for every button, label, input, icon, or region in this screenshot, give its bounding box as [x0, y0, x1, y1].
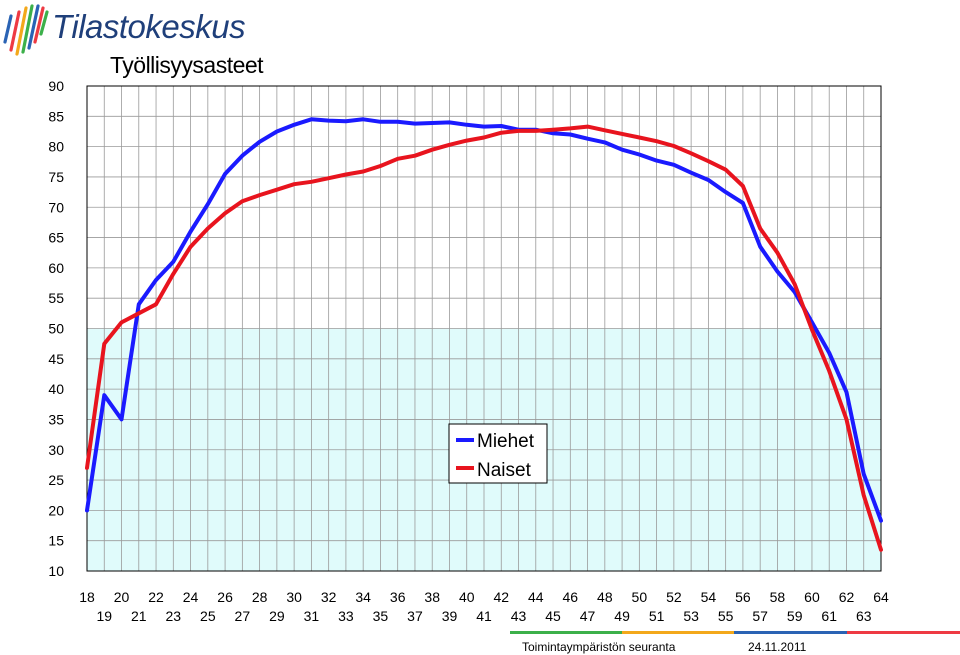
x-tick-label: 36 [390, 589, 406, 605]
y-tick-label: 35 [48, 411, 64, 427]
series-line-miehet [85, 117, 883, 523]
x-tick-label: 41 [476, 608, 492, 624]
x-tick-label: 50 [632, 589, 648, 605]
y-tick-label: 90 [48, 78, 64, 94]
y-tick-label: 25 [48, 472, 64, 488]
x-tick-label: 20 [114, 589, 130, 605]
y-tick-label: 70 [48, 199, 64, 215]
x-tick-label: 32 [321, 589, 337, 605]
y-tick-label: 15 [48, 533, 64, 549]
y-tick-label: 55 [48, 290, 64, 306]
x-tick-label: 64 [873, 589, 889, 605]
x-tick-label: 37 [407, 608, 423, 624]
x-tick-label: 43 [511, 608, 527, 624]
legend-label-miehet: Miehet [477, 431, 535, 452]
x-tick-label: 54 [701, 589, 717, 605]
x-tick-label: 55 [718, 608, 734, 624]
x-tick-label: 58 [770, 589, 786, 605]
x-tick-label: 33 [338, 608, 354, 624]
x-tick-label: 29 [269, 608, 285, 624]
series-line-naiset [85, 124, 883, 552]
x-tick-label: 35 [373, 608, 389, 624]
x-tick-label: 62 [839, 589, 855, 605]
x-tick-label: 44 [528, 589, 544, 605]
x-tick-label: 28 [252, 589, 268, 605]
legend-label-naiset: Naiset [477, 460, 532, 481]
y-tick-label: 20 [48, 502, 64, 518]
x-tick-label: 57 [752, 608, 768, 624]
x-tick-label: 42 [493, 589, 509, 605]
plot-frame [86, 85, 882, 572]
x-tick-label: 56 [735, 589, 751, 605]
footer-date: 24.11.2011 [748, 640, 807, 654]
x-tick-label: 52 [666, 589, 682, 605]
brand-name: Tilastokeskus [52, 8, 246, 45]
x-tick-label: 51 [649, 608, 665, 624]
y-tick-label: 85 [48, 108, 64, 124]
y-tick-label: 45 [48, 351, 64, 367]
x-tick-label: 60 [804, 589, 820, 605]
grid-lines [86, 85, 882, 572]
y-tick-label: 50 [48, 321, 64, 337]
x-tick-label: 18 [79, 589, 95, 605]
x-tick-label: 34 [355, 589, 371, 605]
y-tick-label: 65 [48, 230, 64, 246]
x-tick-label: 46 [563, 589, 579, 605]
x-tick-label: 26 [217, 589, 233, 605]
x-tick-label: 27 [235, 608, 251, 624]
x-tick-label: 63 [856, 608, 872, 624]
y-tick-label: 10 [48, 563, 64, 579]
x-tick-label: 47 [580, 608, 596, 624]
x-tick-label: 48 [597, 589, 613, 605]
y-tick-label: 60 [48, 260, 64, 276]
y-tick-label: 30 [48, 442, 64, 458]
x-tick-label: 45 [545, 608, 561, 624]
x-tick-label: 39 [442, 608, 458, 624]
legend: Miehet Naiset [448, 423, 548, 484]
x-tick-label: 49 [614, 608, 630, 624]
y-tick-label: 80 [48, 139, 64, 155]
x-tick-label: 40 [459, 589, 475, 605]
x-tick-label: 25 [200, 608, 216, 624]
y-tick-label: 40 [48, 381, 64, 397]
x-tick-label: 24 [183, 589, 199, 605]
footer-color-bar [510, 631, 960, 634]
x-tick-label: 53 [683, 608, 699, 624]
footer-source: Toimintaympäristön seuranta [522, 640, 676, 654]
x-tick-label: 23 [166, 608, 182, 624]
x-tick-label: 31 [304, 608, 320, 624]
y-axis: 10 15 20 25 30 35 40 45 50 55 60 65 70 75 80 85 90 [48, 78, 64, 579]
series-lines [85, 117, 883, 552]
x-tick-label: 21 [131, 608, 147, 624]
x-tick-label: 19 [96, 608, 112, 624]
y-tick-label: 75 [48, 169, 64, 185]
x-tick-label: 59 [787, 608, 803, 624]
chart-title: Työllisyysasteet [110, 52, 264, 78]
x-tick-label: 30 [286, 589, 302, 605]
x-axis: 18 20 22 24 26 28 30 32 34 36 38 40 42 44 46 48 50 52 54 56… [79, 589, 889, 624]
legend-box [448, 423, 548, 484]
x-tick-label: 22 [148, 589, 164, 605]
x-tick-label: 61 [821, 608, 837, 624]
tilastokeskus-logo-icon [3, 4, 49, 56]
x-tick-label: 38 [424, 589, 440, 605]
